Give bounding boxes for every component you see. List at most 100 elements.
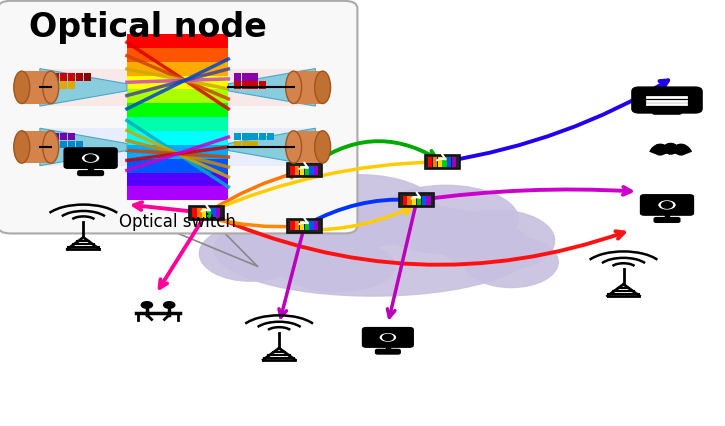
Bar <box>290 166 294 175</box>
Bar <box>304 221 309 230</box>
Bar <box>127 89 228 103</box>
FancyBboxPatch shape <box>78 171 104 176</box>
FancyBboxPatch shape <box>65 148 117 168</box>
Bar <box>426 196 431 205</box>
Bar <box>452 157 456 167</box>
Bar <box>84 73 91 81</box>
FancyBboxPatch shape <box>654 218 680 222</box>
Circle shape <box>658 199 676 211</box>
Bar <box>412 196 416 205</box>
Bar <box>250 73 257 81</box>
Bar <box>22 71 51 104</box>
Polygon shape <box>40 69 127 106</box>
Bar <box>68 81 75 89</box>
Bar <box>422 196 426 205</box>
FancyBboxPatch shape <box>399 193 434 207</box>
Polygon shape <box>228 69 315 106</box>
Text: Optical node: Optical node <box>29 11 267 43</box>
Ellipse shape <box>286 131 302 163</box>
Ellipse shape <box>14 71 30 104</box>
Ellipse shape <box>439 210 555 271</box>
FancyBboxPatch shape <box>641 195 693 215</box>
Bar <box>127 158 228 173</box>
Bar <box>127 187 228 200</box>
Text: Optical switch: Optical switch <box>119 213 236 231</box>
FancyBboxPatch shape <box>376 349 400 354</box>
Ellipse shape <box>279 241 395 292</box>
Ellipse shape <box>14 131 30 163</box>
Bar <box>433 157 437 167</box>
Ellipse shape <box>315 131 331 163</box>
Bar <box>267 132 274 140</box>
Bar <box>294 131 323 163</box>
Bar <box>68 141 75 149</box>
Bar <box>40 69 127 106</box>
Ellipse shape <box>43 131 59 163</box>
FancyBboxPatch shape <box>287 164 322 177</box>
Bar <box>417 196 421 205</box>
Bar <box>22 131 51 163</box>
Bar <box>407 196 412 205</box>
Bar <box>242 73 249 81</box>
Bar <box>59 141 67 149</box>
Circle shape <box>655 144 666 151</box>
Ellipse shape <box>315 71 331 104</box>
Bar <box>234 141 241 149</box>
Bar <box>234 73 241 81</box>
Bar <box>295 166 299 175</box>
Bar <box>59 73 67 81</box>
Ellipse shape <box>373 185 518 253</box>
Bar <box>309 166 313 175</box>
FancyBboxPatch shape <box>652 109 682 114</box>
Bar <box>259 132 266 140</box>
Bar <box>76 73 83 81</box>
Bar <box>228 69 315 106</box>
Bar <box>44 141 51 149</box>
Bar <box>127 76 228 89</box>
Bar <box>44 73 51 81</box>
Bar <box>51 141 59 149</box>
Bar <box>314 221 318 230</box>
Bar <box>44 132 51 140</box>
Circle shape <box>676 144 687 151</box>
Bar <box>127 173 228 187</box>
Bar <box>447 157 451 167</box>
Bar <box>68 73 75 81</box>
Bar <box>211 208 215 218</box>
FancyBboxPatch shape <box>287 219 322 233</box>
Circle shape <box>141 302 152 308</box>
Circle shape <box>665 144 676 150</box>
Bar <box>59 81 67 89</box>
Bar <box>242 132 249 140</box>
Polygon shape <box>228 128 315 166</box>
Bar <box>51 132 59 140</box>
Bar <box>438 157 442 167</box>
Circle shape <box>81 153 100 164</box>
Bar <box>250 141 257 149</box>
Bar <box>309 221 313 230</box>
Ellipse shape <box>464 236 558 288</box>
Polygon shape <box>40 128 127 166</box>
FancyBboxPatch shape <box>425 155 460 169</box>
Bar <box>44 81 51 89</box>
Circle shape <box>378 332 397 343</box>
Bar <box>442 157 447 167</box>
Bar <box>403 196 407 205</box>
Bar <box>665 213 669 219</box>
Ellipse shape <box>199 226 301 281</box>
Bar <box>40 128 127 166</box>
FancyBboxPatch shape <box>0 1 357 233</box>
Ellipse shape <box>286 71 302 104</box>
Bar <box>127 48 228 62</box>
Bar <box>192 208 196 218</box>
Circle shape <box>383 334 393 340</box>
Bar <box>294 71 323 104</box>
Bar <box>88 166 93 173</box>
Bar <box>299 166 304 175</box>
Bar <box>234 81 241 89</box>
Bar <box>216 208 220 218</box>
FancyBboxPatch shape <box>189 206 224 220</box>
Bar <box>68 132 75 140</box>
Bar <box>259 81 266 89</box>
FancyBboxPatch shape <box>632 87 702 113</box>
